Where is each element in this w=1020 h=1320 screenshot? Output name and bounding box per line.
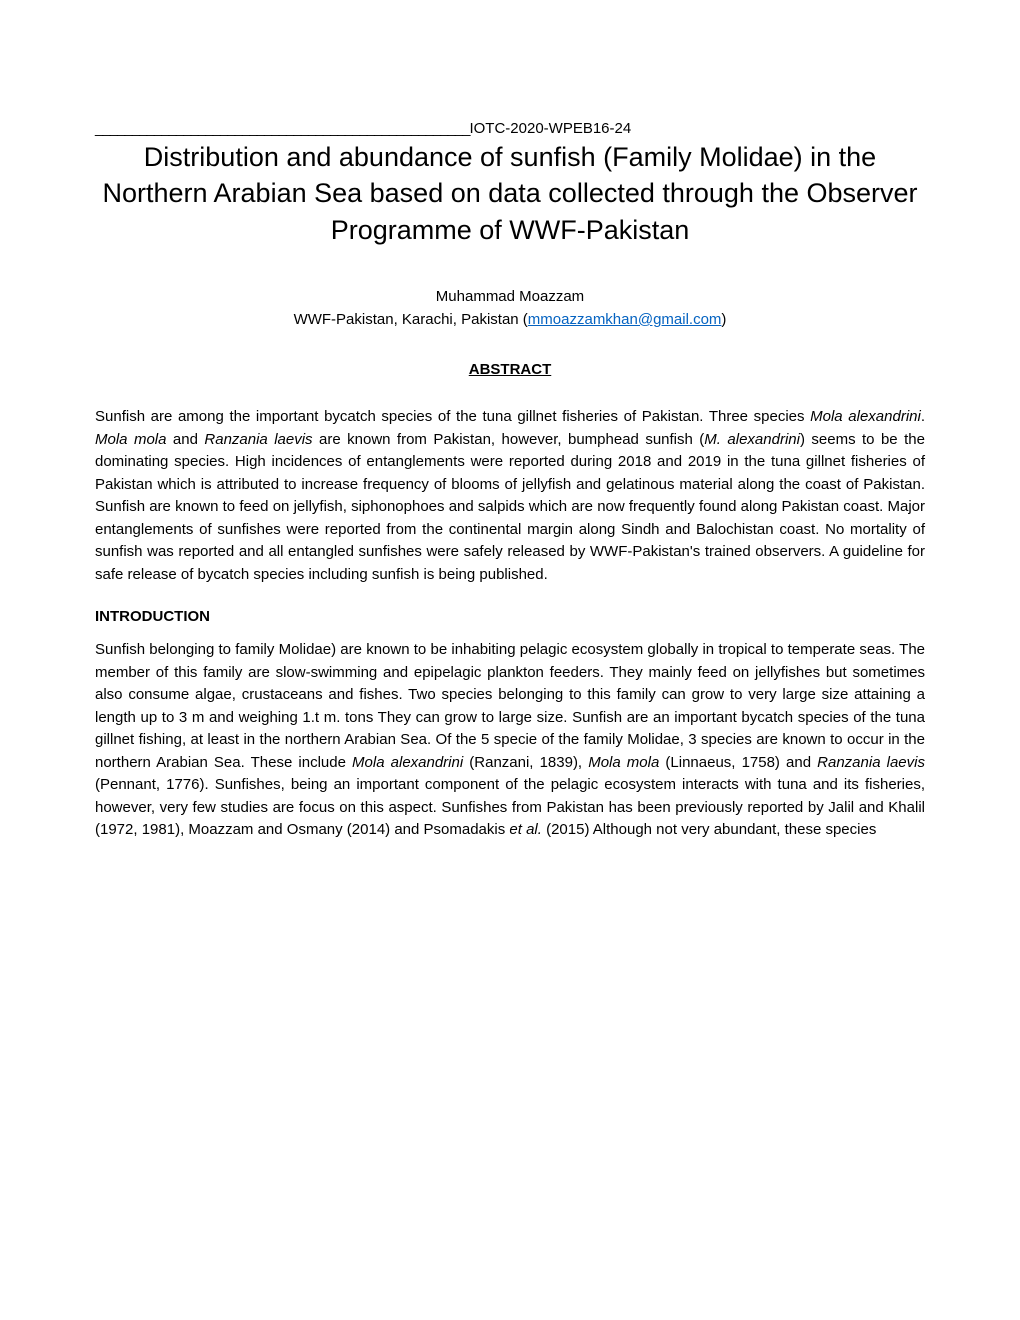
abstract-text-b: . [921, 408, 925, 425]
affiliation-suffix: ) [721, 311, 726, 328]
intro-text-e: (2015) Although not very abundant, these… [542, 821, 876, 838]
introduction-heading: INTRODUCTION [95, 608, 925, 625]
document-id-underline: ________________________________________… [95, 120, 469, 137]
abstract-text-a: Sunfish are among the important bycatch … [95, 408, 810, 425]
species-name: Mola alexandrini [352, 754, 469, 771]
species-name: Mola alexandrini [810, 408, 921, 425]
introduction-paragraph: Sunfish belonging to family Molidae) are… [95, 639, 925, 842]
species-name: Mola mola [588, 754, 665, 771]
paper-title: Distribution and abundance of sunfish (F… [95, 139, 925, 248]
author-name: Muhammad Moazzam [95, 286, 925, 309]
abstract-paragraph: Sunfish are among the important bycatch … [95, 406, 925, 586]
author-affiliation: WWF-Pakistan, Karachi, Pakistan (mmoazza… [95, 309, 925, 332]
author-email-link[interactable]: mmoazzamkhan@gmail.com [528, 311, 722, 328]
intro-text-a: Sunfish belonging to family Molidae) are… [95, 641, 925, 771]
document-id-line: ________________________________________… [95, 120, 925, 137]
intro-text-b: (Ranzani, 1839), [469, 754, 588, 771]
affiliation-prefix: WWF-Pakistan, Karachi, Pakistan ( [294, 311, 528, 328]
species-name: M. alexandrini [704, 431, 800, 448]
species-name: Ranzania laevis [204, 431, 312, 448]
species-name: Mola mola [95, 431, 166, 448]
intro-text-c: (Linnaeus, 1758) and [665, 754, 817, 771]
author-block: Muhammad Moazzam WWF-Pakistan, Karachi, … [95, 286, 925, 331]
species-name: Ranzania laevis [817, 754, 925, 771]
abstract-text-e: ) seems to be the dominating species. Hi… [95, 431, 925, 583]
abstract-text-d: are known from Pakistan, however, bumphe… [313, 431, 705, 448]
abstract-heading: ABSTRACT [95, 361, 925, 378]
abstract-text-c: and [166, 431, 204, 448]
et-al: et al. [509, 821, 542, 838]
document-id-code: IOTC-2020-WPEB16-24 [469, 120, 631, 137]
